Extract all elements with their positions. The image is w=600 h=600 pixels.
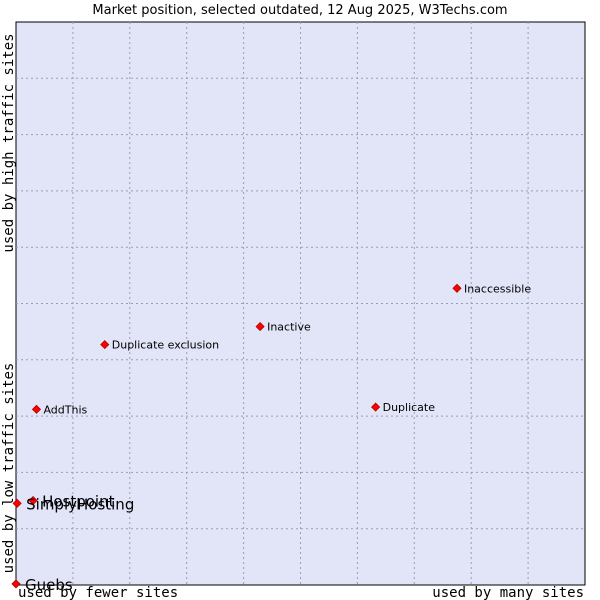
data-point: Duplicate exclusion <box>100 339 219 352</box>
point-marker <box>28 495 38 506</box>
data-point: Duplicate <box>371 401 436 414</box>
point-marker <box>452 283 462 293</box>
grid-lines <box>16 22 585 585</box>
point-marker <box>371 402 381 412</box>
point-label: SimplyHosting <box>26 495 134 513</box>
point-marker <box>11 579 21 589</box>
point-label: Guebs <box>25 576 73 594</box>
data-point: AddThis <box>31 403 88 416</box>
point-label: Duplicate exclusion <box>112 339 219 352</box>
point-marker <box>100 340 110 350</box>
data-point: Hostpoint <box>28 493 115 511</box>
point-label: Inaccessible <box>464 282 531 295</box>
data-point: Inactive <box>255 321 311 334</box>
point-label: Inactive <box>267 321 311 334</box>
data-point: Guebs <box>11 576 73 594</box>
x-axis-label-high: used by many sites <box>432 585 584 600</box>
x-axis-label-low: used by fewer sites <box>18 585 178 600</box>
data-point: SimplyHosting <box>12 495 134 513</box>
point-label: Duplicate <box>383 401 436 414</box>
point-label: AddThis <box>43 403 87 416</box>
y-axis-label-low: used by low traffic sites <box>1 363 17 574</box>
y-axis-label-high: used by high traffic sites <box>1 33 17 252</box>
chart-title: Market position, selected outdated, 12 A… <box>92 3 507 18</box>
data-points: Inaccessible Inactive Duplicate exclusion A… <box>11 282 531 594</box>
point-marker <box>12 498 22 508</box>
point-marker <box>255 322 265 332</box>
point-marker <box>31 404 42 414</box>
point-label: Hostpoint <box>42 493 115 511</box>
data-point: Inaccessible <box>452 282 531 295</box>
